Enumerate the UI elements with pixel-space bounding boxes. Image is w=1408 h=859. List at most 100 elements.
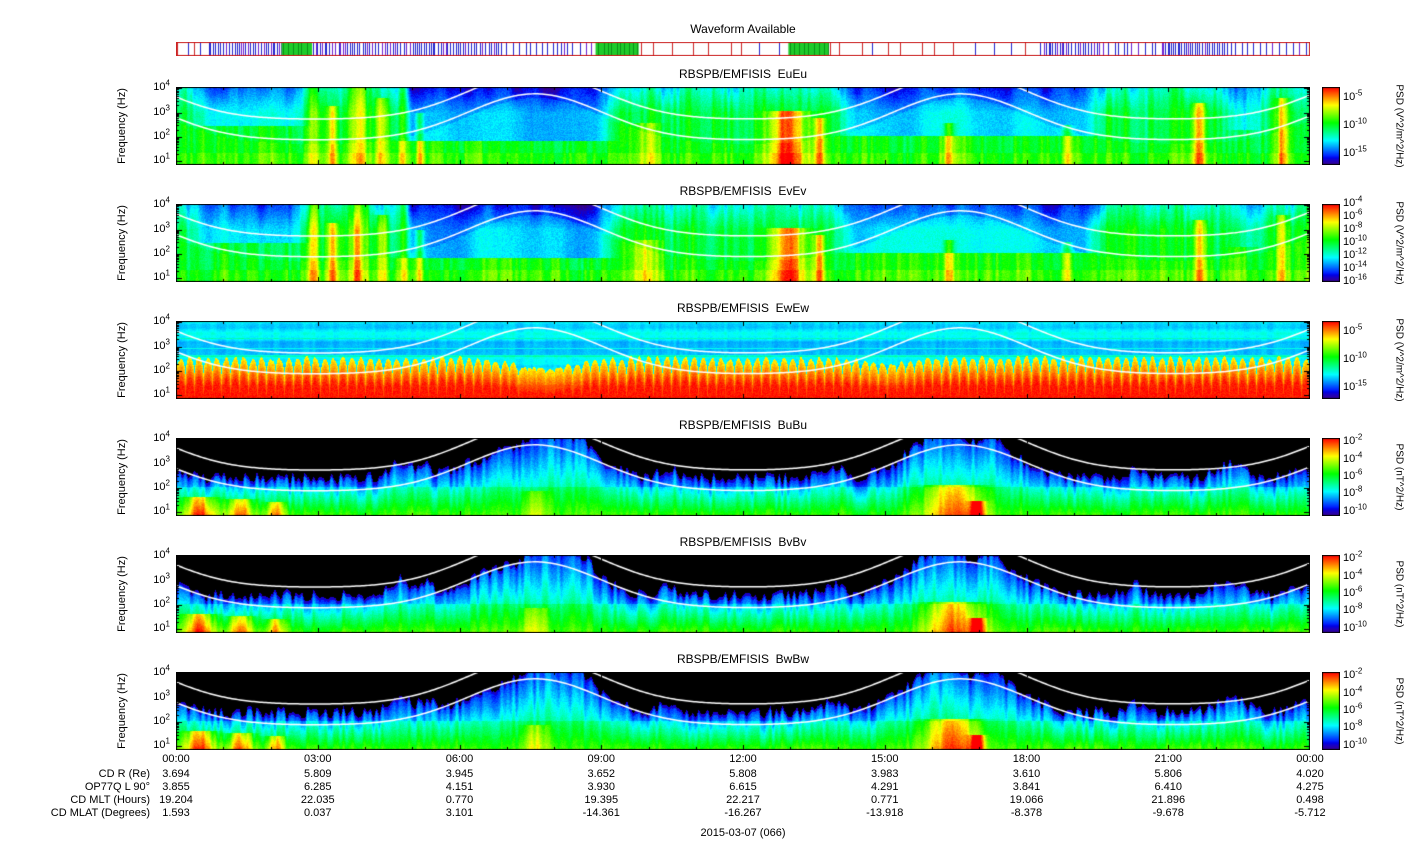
- colorbar-EvEv: [1322, 204, 1340, 282]
- frequency-tick-label: 102: [153, 361, 170, 376]
- time-tick-label: 15:00: [870, 753, 899, 765]
- ephemeris-row-label: CD MLT (Hours): [70, 794, 150, 806]
- ephemeris-value: 0.498: [1296, 794, 1324, 806]
- ephemeris-value: 22.035: [300, 794, 335, 806]
- ephemeris-value: 19.204: [159, 794, 193, 806]
- panel-title-BvBv: RBSPB/EMFISIS BvBv: [679, 535, 807, 549]
- ephemeris-value: 0.037: [303, 807, 332, 819]
- frequency-tick-label: 101: [153, 619, 170, 635]
- colorbar-BvBv: [1322, 555, 1340, 633]
- colorbar-unit-label: PSD (nT^2/Hz): [1393, 677, 1405, 745]
- frequency-axis-label: Frequency (Hz): [116, 439, 128, 515]
- panel-title-EvEv: RBSPB/EMFISIS EvEv: [679, 184, 807, 198]
- ephemeris-value: 4.291: [870, 781, 899, 793]
- colorbar-tick-label: 10-4: [1343, 194, 1363, 209]
- ephemeris-value: 4.151: [445, 781, 474, 793]
- ephemeris-row-label: CD R (Re): [98, 768, 150, 780]
- colorbar-tick-label: 10-4: [1343, 684, 1363, 699]
- time-tick-label: 21:00: [1154, 753, 1183, 765]
- colorbar-unit-label: PSD (V^2/m^2/Hz): [1393, 201, 1405, 285]
- ephemeris-value: -5.712: [1294, 807, 1326, 819]
- time-tick-label: 03:00: [303, 753, 332, 765]
- waveform-available-title: Waveform Available: [690, 22, 796, 36]
- colorbar-unit-label: PSD (V^2/m^2/Hz): [1393, 318, 1405, 402]
- ephemeris-row-label: OP77Q L 90°: [84, 781, 150, 793]
- colorbar-tick-label: 10-4: [1343, 450, 1363, 465]
- colorbar-tick-label: 10-8: [1343, 220, 1363, 235]
- time-tick-label: 09:00: [587, 753, 616, 765]
- colorbar-EwEw: [1322, 321, 1340, 399]
- colorbar-tick-label: 10-2: [1343, 666, 1363, 682]
- ephemeris-value: -16.267: [724, 807, 762, 819]
- colorbar-tick-label: 10-6: [1343, 701, 1363, 716]
- colorbar-tick-label: 10-16: [1343, 272, 1367, 287]
- ephemeris-value: 3.101: [445, 807, 474, 819]
- ephemeris-value: 6.285: [303, 781, 332, 793]
- colorbar-tick-label: 10-8: [1343, 718, 1363, 734]
- frequency-tick-label: 101: [153, 385, 170, 401]
- ephemeris-value: 22.217: [726, 794, 760, 806]
- frequency-tick-label: 101: [153, 502, 170, 518]
- colorbar-tick-label: 10-10: [1343, 116, 1367, 131]
- time-tick-label: 18:00: [1012, 753, 1041, 765]
- ephemeris-value: 4.275: [1296, 781, 1324, 793]
- ephemeris-value: -9.678: [1152, 807, 1184, 819]
- frequency-tick-label: 104: [153, 312, 170, 328]
- colorbar-tick-label: 10-8: [1343, 484, 1363, 500]
- time-tick-label: 00:00: [1296, 753, 1324, 765]
- ephemeris-value: 3.945: [445, 768, 474, 780]
- frequency-tick-label: 103: [153, 687, 170, 703]
- ephemeris-value: 5.809: [303, 768, 332, 780]
- ephemeris-value: 5.806: [1154, 768, 1183, 780]
- ephemeris-value: -13.918: [866, 807, 904, 819]
- frequency-tick-label: 102: [153, 712, 170, 727]
- colorbar-tick-label: 10-6: [1343, 584, 1363, 599]
- frequency-tick-label: 103: [153, 570, 170, 586]
- panel-title-BwBw: RBSPB/EMFISIS BwBw: [676, 652, 810, 666]
- frequency-tick-label: 102: [153, 478, 170, 493]
- panel-title-EuEu: RBSPB/EMFISIS EuEu: [678, 67, 808, 81]
- frequency-axis-label: Frequency (Hz): [116, 556, 128, 632]
- ephemeris-value: 3.983: [870, 768, 899, 780]
- frequency-tick-label: 103: [153, 453, 170, 469]
- spectrogram-BwBw: [176, 672, 1310, 750]
- spectrogram-BuBu: [176, 438, 1310, 516]
- ephemeris-value: 3.841: [1012, 781, 1041, 793]
- colorbar-tick-label: 10-6: [1343, 467, 1363, 482]
- colorbar-tick-label: 10-12: [1343, 246, 1367, 261]
- colorbar-tick-label: 10-5: [1343, 88, 1363, 104]
- frequency-tick-label: 101: [153, 736, 170, 752]
- frequency-axis-label: Frequency (Hz): [116, 673, 128, 749]
- frequency-axis-label: Frequency (Hz): [116, 88, 128, 164]
- colorbar-BuBu: [1322, 438, 1340, 516]
- ephemeris-value: 3.930: [587, 781, 616, 793]
- colorbar-tick-label: 10-6: [1343, 207, 1363, 222]
- ephemeris-value: 3.855: [162, 781, 190, 793]
- frequency-tick-label: 103: [153, 219, 170, 235]
- ephemeris-value: 19.066: [1009, 794, 1044, 806]
- colorbar-unit-label: PSD (nT^2/Hz): [1393, 443, 1405, 511]
- colorbar-tick-label: 10-14: [1343, 259, 1367, 274]
- time-tick-label: 00:00: [162, 753, 190, 765]
- frequency-tick-label: 104: [153, 546, 170, 562]
- frequency-tick-label: 103: [153, 336, 170, 352]
- colorbar-tick-label: 10-2: [1343, 432, 1363, 448]
- ephemeris-value: 6.410: [1154, 781, 1183, 793]
- colorbar-tick-label: 10-2: [1343, 549, 1363, 565]
- time-tick-label: 12:00: [729, 753, 757, 765]
- colorbar-tick-label: 10-10: [1343, 619, 1367, 634]
- frequency-tick-label: 102: [153, 127, 170, 142]
- panel-title-BuBu: RBSPB/EMFISIS BuBu: [678, 418, 808, 432]
- colorbar-tick-label: 10-10: [1343, 233, 1367, 248]
- frequency-tick-label: 104: [153, 78, 170, 94]
- ephemeris-value: -14.361: [582, 807, 620, 819]
- frequency-tick-label: 103: [153, 102, 170, 118]
- frequency-axis-label: Frequency (Hz): [116, 205, 128, 281]
- colorbar-BwBw: [1322, 672, 1340, 750]
- ephemeris-value: 3.610: [1012, 768, 1041, 780]
- ephemeris-value: -8.378: [1010, 807, 1043, 819]
- colorbar-EuEu: [1322, 87, 1340, 165]
- ephemeris-value: 5.808: [729, 768, 757, 780]
- ephemeris-value: 19.395: [584, 794, 619, 806]
